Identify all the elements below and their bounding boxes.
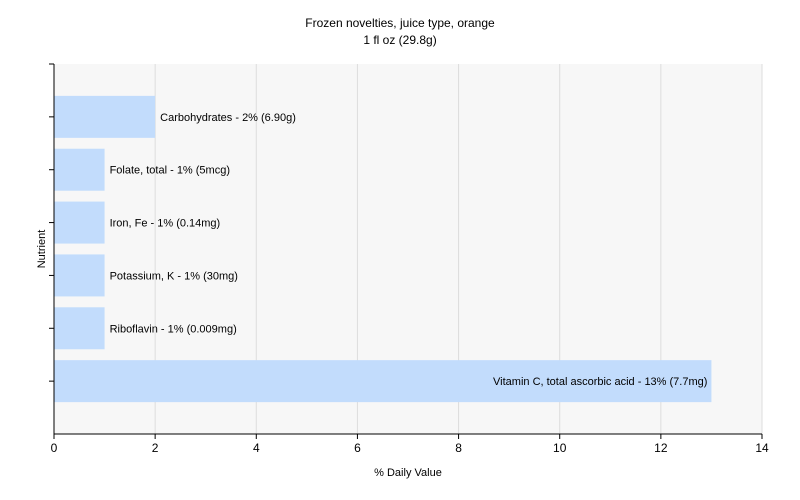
bar bbox=[54, 307, 105, 350]
x-axis-label: % Daily Value bbox=[374, 467, 442, 479]
x-tick-label: 6 bbox=[354, 441, 361, 455]
bars bbox=[54, 95, 712, 403]
x-tick-label: 8 bbox=[455, 441, 462, 455]
x-tick-label: 0 bbox=[51, 441, 58, 455]
bar bbox=[54, 254, 105, 297]
x-tick-label: 10 bbox=[553, 441, 567, 455]
x-tick-label: 2 bbox=[152, 441, 159, 455]
chart-title: Frozen novelties, juice type, orange bbox=[305, 16, 495, 30]
bar-label: Folate, total - 1% (5mcg) bbox=[110, 165, 230, 177]
x-tick-label: 12 bbox=[654, 441, 668, 455]
bar-label: Riboflavin - 1% (0.009mg) bbox=[110, 323, 237, 335]
bar-label: Carbohydrates - 2% (6.90g) bbox=[160, 112, 296, 124]
bar bbox=[54, 360, 712, 403]
bar bbox=[54, 201, 105, 244]
bar bbox=[54, 148, 105, 191]
bar-labels: Carbohydrates - 2% (6.90g) Folate, total … bbox=[110, 112, 708, 388]
bar-label: Vitamin C, total ascorbic acid - 13% (7.… bbox=[493, 376, 707, 388]
y-axis-label: Nutrient bbox=[36, 230, 48, 269]
chart-subtitle: 1 fl oz (29.8g) bbox=[363, 33, 436, 47]
bar-label: Potassium, K - 1% (30mg) bbox=[110, 270, 238, 282]
x-tick-label: 4 bbox=[253, 441, 260, 455]
bar-label: Iron, Fe - 1% (0.14mg) bbox=[110, 218, 221, 230]
x-tick-label: 14 bbox=[755, 441, 769, 455]
bar bbox=[54, 95, 156, 138]
axes: 0 2 4 6 8 10 12 14 bbox=[49, 63, 769, 455]
